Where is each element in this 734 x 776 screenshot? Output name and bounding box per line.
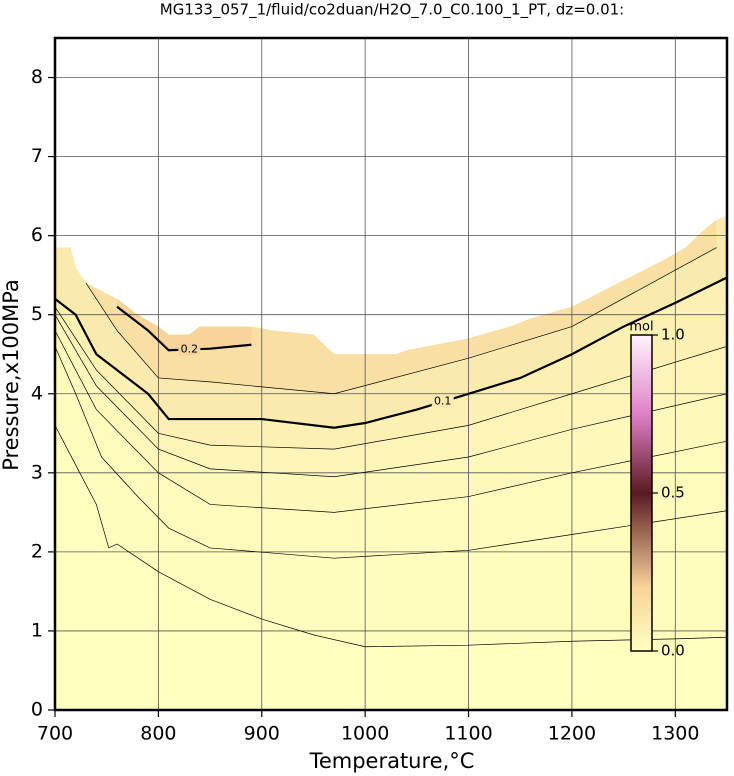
- contour-line: [55, 425, 727, 648]
- contour-line: [55, 330, 727, 513]
- y-tick-label: 1: [31, 619, 43, 641]
- contour-line: [55, 306, 727, 450]
- y-tick-label: 4: [31, 382, 43, 404]
- colorbar: [630, 334, 653, 652]
- colorbar-tick-label: 0.5: [661, 484, 685, 502]
- contour-band: [117, 215, 252, 351]
- contour-label: 0.2: [181, 342, 199, 355]
- contour-label-bg: [431, 395, 454, 408]
- colorbar-label: mol: [629, 320, 653, 335]
- plot-frame: [53, 36, 729, 712]
- y-tick-label: 5: [31, 303, 43, 325]
- contour-label: 0.1: [434, 395, 452, 408]
- contour-layer: 0.1 0.2: [55, 38, 727, 710]
- colorbar-tick-label: 1.0: [661, 326, 685, 344]
- contour-label-bg: [178, 343, 201, 356]
- contour-line: [55, 314, 727, 478]
- contour-line: [85, 247, 717, 395]
- x-tick-label: 700: [37, 723, 73, 745]
- chart-title: MG133_057_1/fluid/co2duan/H2O_7.0_C0.100…: [160, 1, 624, 20]
- x-tick-label: 900: [244, 723, 280, 745]
- x-tick-label: 1000: [341, 723, 389, 745]
- y-tick-label: 6: [31, 224, 43, 246]
- y-axis-label: Pressure,x100MPa: [0, 279, 23, 471]
- fill-group: [55, 215, 727, 710]
- contour-line: [55, 276, 727, 429]
- y-tick-label: 0: [31, 699, 43, 721]
- x-tick-label: 800: [140, 723, 176, 745]
- contour-line: [116, 305, 252, 352]
- y-tick-label: 3: [31, 461, 43, 483]
- colorbar-tick-label: 0.0: [661, 642, 685, 660]
- x-tick-label: 1200: [548, 723, 596, 745]
- y-tick-label: 8: [31, 66, 43, 88]
- y-tick-label: 7: [31, 145, 43, 167]
- contour-line: [55, 346, 727, 559]
- overlay-layer: 700 800 900 1000 1100 1200 1300 0 1 2 3 4 5 6 7 8 mol 0.0…: [31, 36, 729, 745]
- x-tick-label: 1100: [444, 723, 492, 745]
- fill-layer: [55, 215, 727, 710]
- y-tick-label: 2: [31, 540, 43, 562]
- x-tick-label: 1300: [651, 723, 699, 745]
- x-axis-label: Temperature,°C: [309, 749, 475, 773]
